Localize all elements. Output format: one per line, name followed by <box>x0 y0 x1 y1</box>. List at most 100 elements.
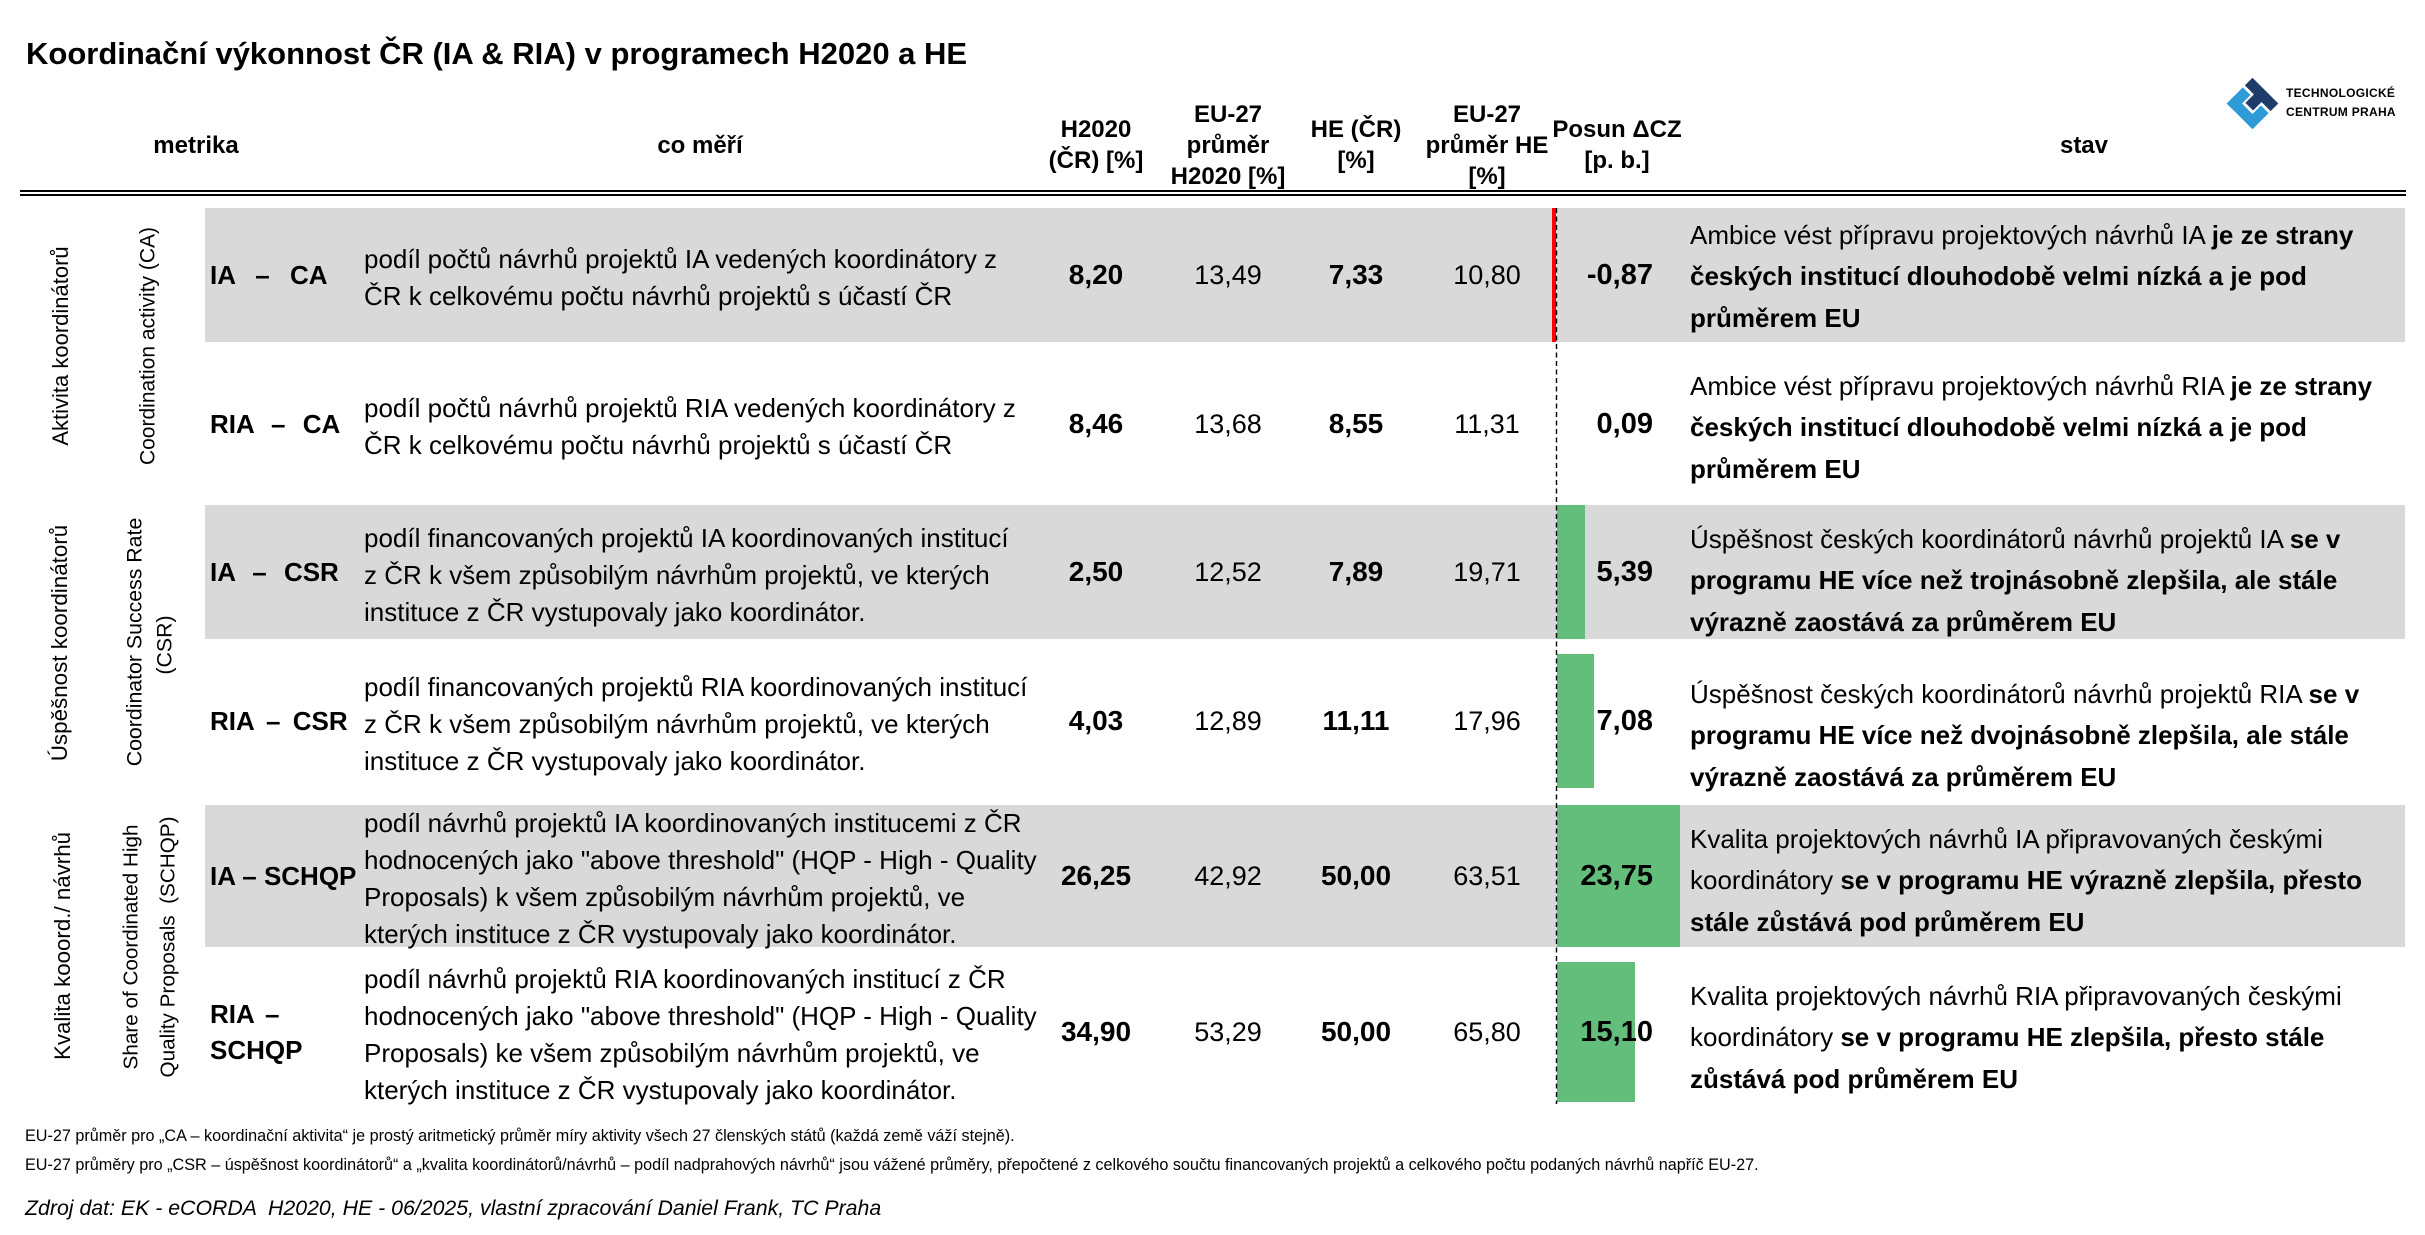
value-he-cr: 50,00 <box>1320 860 1392 891</box>
page-title: Koordinační výkonnost ČR (IA & RIA) v pr… <box>26 36 968 71</box>
status-text-bold: je ze strany českých institucí dlouhodob… <box>1690 370 2373 484</box>
delta-bar <box>1557 654 1594 788</box>
status-text: Ambice vést přípravu projektových návrhů… <box>1690 215 2353 340</box>
value-h2020-cr: 26,25 <box>1060 860 1132 891</box>
value-eu27-he: 19,71 <box>1453 556 1521 587</box>
logo-c-shape <box>2226 87 2269 130</box>
metric-label: IA – CSR <box>210 557 339 587</box>
value-he-cr: 7,89 <box>1328 556 1384 587</box>
value-h2020-cr: 8,20 <box>1068 259 1124 290</box>
group-label-kvalita-navrhu: Kvalita kooord./ návrhů <box>49 831 75 1061</box>
status-text: Úspěšnost českých koordinátorů návrhů pr… <box>1690 674 2359 799</box>
status-text-normal: Kvalita projektových návrhů RIA připravo… <box>1690 980 2342 1053</box>
column-header-eu27-h2020: EU-27 průměr H2020 [%] <box>1170 100 1286 190</box>
value-he-cr: 8,55 <box>1328 408 1384 439</box>
value-eu27-he: 63,51 <box>1453 860 1521 891</box>
status-text: Ambice vést přípravu projektových návrhů… <box>1690 366 2372 491</box>
status-cell: Ambice vést přípravu projektových návrhů… <box>1690 361 2405 495</box>
metric-description: podíl financovaných projektů IA koordino… <box>364 522 1009 627</box>
metric-label: IA – SCHQP <box>210 861 357 891</box>
column-header-posun-dcz: Posun ΔCZ [p. b.] <box>1552 116 1682 174</box>
metric-description: podíl počtů návrhů projektů IA vedených … <box>364 244 998 311</box>
status-text-normal: Ambice vést přípravu projektových návrhů… <box>1690 219 2212 250</box>
status-cell: Kvalita projektových návrhů IA připravov… <box>1690 810 2405 952</box>
status-text-normal: Ambice vést přípravu projektových návrhů… <box>1690 370 2231 401</box>
group-label-schqp-line2: Quality Proposals (SCHQP) <box>156 816 180 1078</box>
value-posun-dcz: 0,09 <box>1596 407 1653 440</box>
value-eu27-h2020: 42,92 <box>1194 860 1262 891</box>
status-text-bold: je ze strany českých institucí dlouhodob… <box>1690 219 2354 333</box>
metric-description: podíl financovaných projektů RIA koordin… <box>364 671 1028 776</box>
status-cell: Kvalita projektových návrhů RIA připravo… <box>1690 968 2405 1108</box>
value-he-cr: 50,00 <box>1320 1016 1392 1047</box>
value-posun-dcz: -0,87 <box>1586 258 1653 291</box>
data-source-note: Zdroj dat: EK - eCORDA H2020, HE - 06/20… <box>25 1196 882 1220</box>
zero-axis-dashed-line <box>1555 208 1558 1104</box>
status-text-normal: Úspěšnost českých koordinátorů návrhů pr… <box>1690 523 2290 554</box>
column-header-eu27-he: EU-27 průměr HE [%] <box>1425 100 1549 190</box>
delta-bar <box>1557 505 1585 639</box>
value-eu27-he: 17,96 <box>1453 705 1521 736</box>
value-posun-dcz: 5,39 <box>1596 555 1653 588</box>
group-label-uspesnost-koordinatoru: Úspěšnost koordinátorů <box>46 524 72 762</box>
metric-description: podíl návrhů projektů RIA koordinovaných… <box>364 964 1037 1105</box>
value-posun-dcz: 23,75 <box>1580 859 1653 892</box>
status-cell: Ambice vést přípravu projektových návrhů… <box>1690 210 2405 344</box>
group-label-aktivita-koordinatoru: Aktivita koordinátorů <box>48 246 73 446</box>
table-row: IA – CSR podíl financovaných projektů IA… <box>205 505 2405 639</box>
logo-text-line1: TECHNOLOGICKÉ <box>2286 86 2396 100</box>
status-text: Úspěšnost českých koordinátorů návrhů pr… <box>1690 519 2340 644</box>
value-eu27-he: 11,31 <box>1454 408 1520 439</box>
value-posun-dcz: 7,08 <box>1596 704 1653 737</box>
table-row: RIA – SCHQP podíl návrhů projektů RIA ko… <box>205 962 2405 1105</box>
group-label-schqp-line1: Share of Coordinated High <box>119 824 143 1070</box>
tc-praha-logo-text: TECHNOLOGICKÉ CENTRUM PRAHA <box>2286 84 2396 122</box>
table-row: IA – SCHQP podíl návrhů projektů IA koor… <box>205 805 2405 949</box>
table-row: RIA – CSR podíl financovaných projektů R… <box>205 654 2405 792</box>
metric-label: IA – CA <box>210 260 328 290</box>
status-text: Kvalita projektových návrhů RIA připravo… <box>1690 976 2342 1101</box>
value-h2020-cr: 4,03 <box>1068 705 1124 736</box>
metric-label: RIA – CSR <box>210 706 348 736</box>
value-h2020-cr: 34,90 <box>1060 1016 1132 1047</box>
delta-bar <box>1551 208 1557 342</box>
value-he-cr: 11,11 <box>1322 705 1390 736</box>
value-eu27-h2020: 13,49 <box>1194 259 1262 290</box>
table-row: RIA – CA podíl počtů návrhů projektů RIA… <box>205 357 2405 491</box>
column-header-stav: stav <box>2059 131 2109 159</box>
status-text-bold: se v programu HE zlepšila, přesto stále … <box>1690 1022 2325 1094</box>
value-h2020-cr: 2,50 <box>1068 556 1124 587</box>
logo-t-shape <box>2244 77 2279 112</box>
delta-bar <box>1557 962 1636 1102</box>
metric-label: RIA – SCHQP <box>210 999 303 1065</box>
tc-praha-logo-icon <box>2226 77 2279 130</box>
metric-label: RIA – CA <box>210 409 341 439</box>
value-eu27-h2020: 13,68 <box>1194 408 1262 439</box>
column-header-metrika: metrika <box>153 131 239 159</box>
value-eu27-h2020: 12,89 <box>1194 705 1262 736</box>
column-header-h2020-cr: H2020 (ČR) [%] <box>1048 116 1144 174</box>
table-row: IA – CA podíl počtů návrhů projektů IA v… <box>205 208 2405 342</box>
column-header-co-meri: co měří <box>657 131 743 159</box>
header-double-rule <box>20 190 2406 196</box>
column-header-he-cr: HE (ČR) [%] <box>1310 116 1402 174</box>
value-he-cr: 7,33 <box>1328 259 1384 290</box>
status-text-bold: se v programu HE více než trojnásobně zl… <box>1690 523 2341 637</box>
status-text: Kvalita projektových návrhů IA připravov… <box>1690 819 2362 944</box>
value-eu27-he: 10,80 <box>1453 259 1521 290</box>
logo-text-line2: CENTRUM PRAHA <box>2286 105 2396 119</box>
metric-description: podíl návrhů projektů IA koordinovaných … <box>364 808 1037 949</box>
value-eu27-h2020: 53,29 <box>1194 1016 1262 1047</box>
status-text-normal: Úspěšnost českých koordinátorů návrhů pr… <box>1690 678 2309 709</box>
group-label-csr-abbrev: (CSR) <box>152 615 177 675</box>
group-label-coordination-activity: Coordination activity (CA) <box>136 226 160 466</box>
value-h2020-cr: 8,46 <box>1068 408 1124 439</box>
status-cell: Úspěšnost českých koordinátorů návrhů pr… <box>1690 669 2405 803</box>
value-eu27-he: 65,80 <box>1453 1016 1521 1047</box>
footnotes: EU-27 průměr pro „CA – koordinační aktiv… <box>25 1127 1759 1174</box>
status-text-normal: Kvalita projektových návrhů IA připravov… <box>1690 823 2323 896</box>
value-posun-dcz: 15,10 <box>1580 1015 1653 1048</box>
metric-description: podíl počtů návrhů projektů RIA vedených… <box>364 393 1016 460</box>
delta-bar <box>1557 805 1681 947</box>
status-cell: Úspěšnost českých koordinátorů návrhů pr… <box>1690 514 2405 648</box>
